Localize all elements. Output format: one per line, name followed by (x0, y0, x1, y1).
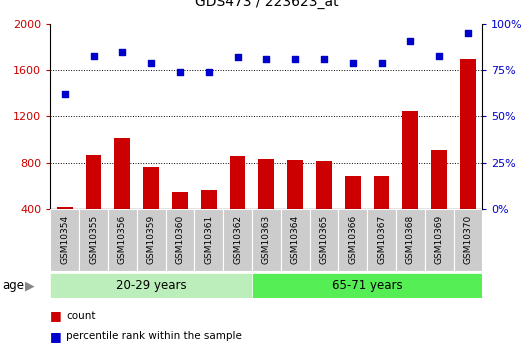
FancyBboxPatch shape (195, 209, 223, 271)
Point (377, 60, 386, 66)
Text: GSM10360: GSM10360 (175, 215, 184, 264)
FancyBboxPatch shape (338, 209, 367, 271)
Text: GSM10365: GSM10365 (320, 215, 329, 264)
FancyBboxPatch shape (165, 209, 195, 271)
Text: GSM10367: GSM10367 (377, 215, 386, 264)
Bar (460, 59, 476, 209)
Text: GSM10363: GSM10363 (262, 215, 271, 264)
FancyBboxPatch shape (223, 209, 252, 271)
Point (464, 31, 472, 36)
Text: percentile rank within the sample: percentile rank within the sample (66, 332, 242, 341)
Text: GSM10356: GSM10356 (118, 215, 127, 264)
Point (118, 49, 127, 55)
Text: GSM10364: GSM10364 (290, 215, 299, 264)
Text: GSM10354: GSM10354 (60, 215, 69, 264)
FancyBboxPatch shape (310, 209, 338, 271)
Text: age: age (3, 279, 25, 292)
Text: ■: ■ (50, 330, 62, 343)
Text: GSM10355: GSM10355 (89, 215, 98, 264)
Point (205, 69, 213, 75)
FancyBboxPatch shape (50, 273, 252, 298)
Bar (143, 167, 159, 209)
FancyBboxPatch shape (454, 209, 482, 271)
Point (406, 38, 414, 43)
Text: GSM10369: GSM10369 (435, 215, 444, 264)
Point (89, 53, 98, 58)
Text: ▶: ▶ (25, 279, 34, 292)
FancyBboxPatch shape (137, 209, 165, 271)
Bar (402, 111, 418, 209)
Text: ■: ■ (50, 309, 62, 322)
Bar (86, 155, 101, 209)
Bar (229, 156, 245, 209)
Point (349, 60, 357, 66)
Text: 20-29 years: 20-29 years (116, 279, 187, 292)
Text: GSM10361: GSM10361 (204, 215, 213, 264)
Point (262, 57, 270, 62)
FancyBboxPatch shape (367, 209, 396, 271)
FancyBboxPatch shape (108, 209, 137, 271)
Text: 65-71 years: 65-71 years (332, 279, 402, 292)
Bar (57, 207, 73, 209)
Text: GDS473 / 223623_at: GDS473 / 223623_at (195, 0, 338, 9)
FancyBboxPatch shape (281, 209, 310, 271)
Text: GSM10362: GSM10362 (233, 215, 242, 264)
Text: count: count (66, 311, 96, 321)
Point (147, 60, 155, 66)
Bar (114, 138, 130, 209)
Bar (345, 176, 360, 209)
FancyBboxPatch shape (396, 209, 425, 271)
FancyBboxPatch shape (252, 273, 482, 298)
Bar (259, 159, 274, 209)
Point (320, 57, 328, 62)
Bar (201, 190, 217, 209)
Text: GSM10370: GSM10370 (463, 215, 472, 264)
Point (233, 55, 242, 60)
Text: GSM10366: GSM10366 (348, 215, 357, 264)
FancyBboxPatch shape (252, 209, 281, 271)
FancyBboxPatch shape (425, 209, 454, 271)
Bar (374, 176, 390, 209)
FancyBboxPatch shape (50, 209, 79, 271)
Point (60, 91, 69, 97)
Bar (287, 160, 303, 209)
Bar (172, 192, 188, 209)
Bar (316, 161, 332, 209)
FancyBboxPatch shape (79, 209, 108, 271)
Text: GSM10368: GSM10368 (406, 215, 415, 264)
Point (435, 53, 443, 58)
Point (291, 57, 299, 62)
Bar (431, 150, 447, 209)
Text: GSM10359: GSM10359 (147, 215, 156, 264)
Point (176, 69, 184, 75)
